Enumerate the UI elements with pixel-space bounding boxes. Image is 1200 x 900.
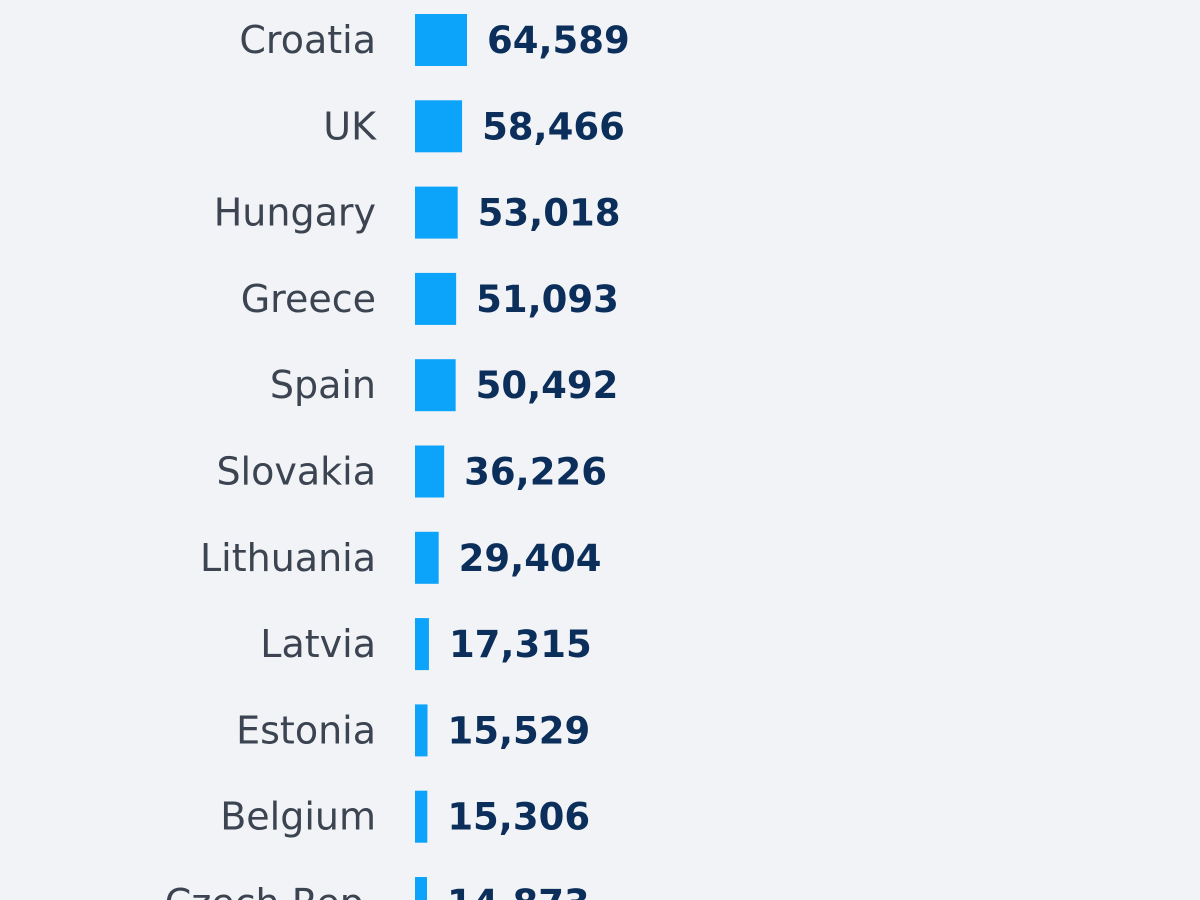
category-label: Latvia	[260, 622, 376, 666]
category-label: Estonia	[236, 708, 376, 752]
value-label: 53,018	[478, 192, 621, 235]
bar	[415, 272, 457, 325]
bar	[415, 100, 463, 153]
category-label: Czech Rep.	[165, 881, 376, 900]
value-label: 15,529	[448, 709, 591, 752]
value-label: 29,404	[459, 537, 602, 580]
category-label: Hungary	[214, 191, 376, 235]
value-label: 64,589	[487, 19, 630, 62]
bar	[415, 445, 445, 498]
value-label: 14,873	[447, 882, 590, 900]
bar	[415, 359, 456, 412]
bar	[415, 618, 429, 671]
bar	[415, 14, 467, 66]
category-label: Croatia	[239, 18, 376, 62]
bar	[415, 531, 439, 584]
category-label: Belgium	[220, 795, 376, 839]
category-label: Greece	[241, 277, 376, 321]
category-label: UK	[323, 104, 377, 148]
bar	[415, 790, 428, 843]
category-label: Slovakia	[216, 450, 376, 494]
bar	[415, 186, 458, 239]
value-label: 50,492	[476, 364, 619, 407]
value-label: 36,226	[464, 451, 607, 494]
value-label: 17,315	[449, 623, 592, 666]
bar	[415, 704, 428, 757]
value-label: 58,466	[482, 105, 625, 148]
category-label: Lithuania	[200, 536, 376, 580]
bar	[415, 877, 427, 900]
value-label: 51,093	[476, 278, 619, 321]
category-label: Spain	[270, 363, 376, 407]
value-label: 15,306	[447, 796, 590, 839]
